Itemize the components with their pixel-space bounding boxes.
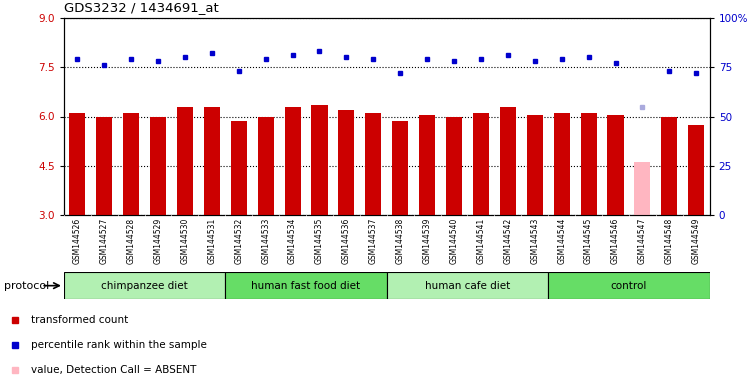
Bar: [365, 113, 382, 215]
Bar: [553, 113, 570, 215]
Bar: [500, 107, 516, 215]
Bar: [258, 116, 273, 215]
Text: human cafe diet: human cafe diet: [425, 281, 510, 291]
Bar: [123, 113, 139, 215]
Text: GSM144531: GSM144531: [207, 218, 216, 264]
Bar: [387, 272, 548, 300]
Bar: [446, 116, 462, 215]
Text: GSM144534: GSM144534: [288, 218, 297, 264]
Text: GDS3232 / 1434691_at: GDS3232 / 1434691_at: [64, 1, 219, 14]
Text: GSM144542: GSM144542: [503, 218, 512, 264]
Bar: [392, 121, 409, 215]
Text: transformed count: transformed count: [32, 314, 128, 324]
Text: GSM144545: GSM144545: [584, 218, 593, 264]
Text: GSM144533: GSM144533: [261, 218, 270, 264]
Text: GSM144549: GSM144549: [692, 218, 701, 264]
Text: GSM144536: GSM144536: [342, 218, 351, 264]
Bar: [526, 115, 543, 215]
Text: protocol: protocol: [4, 281, 49, 291]
Text: GSM144543: GSM144543: [530, 218, 539, 264]
Text: GSM144535: GSM144535: [315, 218, 324, 264]
Text: GSM144546: GSM144546: [611, 218, 620, 264]
Text: GSM144527: GSM144527: [100, 218, 109, 264]
Bar: [285, 107, 300, 215]
Text: control: control: [611, 281, 647, 291]
Text: GSM144538: GSM144538: [396, 218, 405, 264]
Bar: [64, 272, 225, 300]
Text: value, Detection Call = ABSENT: value, Detection Call = ABSENT: [32, 364, 197, 374]
Text: GSM144539: GSM144539: [423, 218, 432, 264]
Bar: [150, 116, 166, 215]
Bar: [177, 107, 193, 215]
Text: human fast food diet: human fast food diet: [252, 281, 360, 291]
Text: percentile rank within the sample: percentile rank within the sample: [32, 339, 207, 349]
Bar: [204, 107, 220, 215]
Bar: [635, 162, 650, 215]
Text: GSM144530: GSM144530: [180, 218, 189, 264]
Bar: [225, 272, 387, 300]
Bar: [608, 115, 623, 215]
Text: GSM144547: GSM144547: [638, 218, 647, 264]
Bar: [69, 113, 86, 215]
Text: GSM144532: GSM144532: [234, 218, 243, 264]
Text: chimpanzee diet: chimpanzee diet: [101, 281, 188, 291]
Text: GSM144529: GSM144529: [153, 218, 162, 264]
Bar: [96, 116, 113, 215]
Bar: [338, 110, 354, 215]
Bar: [688, 125, 704, 215]
Text: GSM144544: GSM144544: [557, 218, 566, 264]
Bar: [312, 105, 327, 215]
Bar: [548, 272, 710, 300]
Bar: [231, 121, 247, 215]
Text: GSM144548: GSM144548: [665, 218, 674, 264]
Text: GSM144537: GSM144537: [369, 218, 378, 264]
Bar: [662, 116, 677, 215]
Bar: [419, 115, 436, 215]
Bar: [473, 113, 489, 215]
Text: GSM144541: GSM144541: [476, 218, 485, 264]
Text: GSM144528: GSM144528: [127, 218, 136, 264]
Text: GSM144540: GSM144540: [450, 218, 459, 264]
Text: GSM144526: GSM144526: [73, 218, 82, 264]
Bar: [581, 113, 596, 215]
